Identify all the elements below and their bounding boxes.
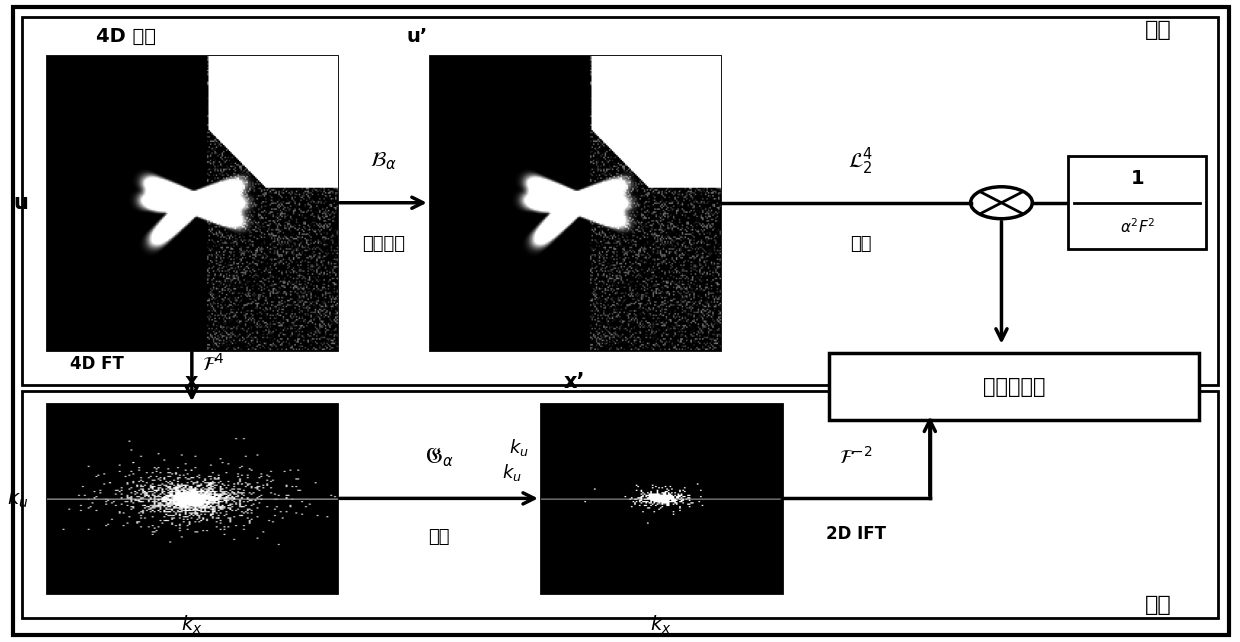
Text: $\alpha^2 F^2$: $\alpha^2 F^2$: [1120, 218, 1156, 236]
Text: $k_u$: $k_u$: [7, 487, 29, 510]
Text: 频域: 频域: [1145, 595, 1172, 616]
Text: $k_x$: $k_x$: [181, 614, 202, 636]
Text: 1: 1: [1131, 169, 1145, 188]
Text: $\mathfrak{G}_{\alpha}$: $\mathfrak{G}_{\alpha}$: [424, 445, 453, 469]
FancyBboxPatch shape: [541, 404, 781, 593]
Text: x’: x’: [564, 372, 585, 392]
FancyBboxPatch shape: [22, 17, 1218, 385]
Text: u: u: [14, 193, 29, 213]
FancyBboxPatch shape: [429, 56, 720, 350]
FancyBboxPatch shape: [47, 404, 337, 593]
Text: 2D IFT: 2D IFT: [826, 525, 885, 542]
Text: u’: u’: [407, 27, 428, 46]
Text: 坐标变换: 坐标变换: [362, 236, 404, 254]
Text: 投影: 投影: [849, 236, 872, 254]
Text: 4D FT: 4D FT: [69, 355, 124, 373]
Text: x: x: [185, 372, 198, 392]
Text: $\mathcal{F}^{-2}$: $\mathcal{F}^{-2}$: [839, 446, 873, 468]
FancyBboxPatch shape: [47, 56, 337, 350]
Text: 4D 光场: 4D 光场: [97, 27, 156, 46]
Text: $k_x$: $k_x$: [651, 614, 672, 636]
Text: 空域: 空域: [1145, 20, 1172, 40]
Text: 切片: 切片: [428, 528, 450, 546]
Text: 重聚焦图像: 重聚焦图像: [982, 376, 1045, 397]
Text: $k_u$: $k_u$: [508, 437, 528, 458]
FancyBboxPatch shape: [1068, 157, 1207, 249]
Text: $\mathcal{B}_{\alpha}$: $\mathcal{B}_{\alpha}$: [370, 150, 397, 172]
FancyBboxPatch shape: [14, 6, 1229, 636]
Text: $\mathcal{F}^4$: $\mathcal{F}^4$: [202, 353, 224, 375]
FancyBboxPatch shape: [828, 353, 1199, 420]
FancyBboxPatch shape: [22, 392, 1218, 618]
Text: $k_u$: $k_u$: [502, 462, 522, 483]
Text: $\mathcal{L}_2^4$: $\mathcal{L}_2^4$: [848, 146, 873, 177]
